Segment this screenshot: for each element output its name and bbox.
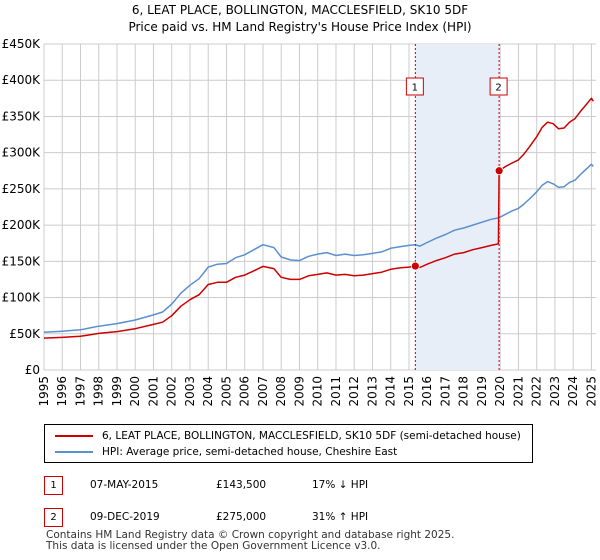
transaction-date: 07-MAY-2015	[90, 479, 159, 491]
x-tick-label: 2017	[438, 376, 452, 407]
x-tick-label: 2014	[384, 376, 398, 407]
x-tick-label: 2008	[274, 376, 288, 407]
x-tick-label: 2011	[329, 376, 343, 407]
chart-title: 6, LEAT PLACE, BOLLINGTON, MACCLESFIELD,…	[131, 3, 469, 17]
series-layer	[43, 97, 594, 339]
sale-period-shade	[415, 44, 500, 370]
x-tick-label: 2021	[511, 376, 525, 407]
y-tick-label: £450K	[2, 37, 42, 51]
x-tick-label: 2009	[292, 376, 306, 407]
legend-label-hpi: HPI: Average price, semi-detached house,…	[102, 446, 398, 458]
legend-label-property: 6, LEAT PLACE, BOLLINGTON, MACCLESFIELD,…	[102, 430, 521, 442]
transaction-number-badge: 2	[44, 508, 63, 527]
x-tick-label: 2018	[457, 376, 471, 407]
footer: Contains HM Land Registry data © Crown c…	[46, 530, 454, 552]
transaction-price: £275,000	[216, 511, 267, 523]
x-tick-label: 1996	[55, 376, 69, 407]
legend: 6, LEAT PLACE, BOLLINGTON, MACCLESFIELD,…	[44, 424, 533, 463]
x-tick-label: 2001	[146, 376, 160, 407]
transaction-hpi-diff: 31% ↑ HPI	[312, 511, 369, 523]
x-tick-label: 2005	[219, 376, 233, 407]
x-tick-label: 1997	[73, 376, 87, 407]
x-tick-label: 2010	[311, 376, 325, 407]
y-axis-labels: £0 £50K £100K £150K £200K £250K £300K £350K £400…	[2, 37, 42, 377]
x-tick-label: 2015	[402, 376, 416, 407]
x-tick-label: 2003	[183, 376, 197, 407]
sale-label-box	[405, 77, 424, 96]
y-tick-label: £0	[25, 363, 40, 377]
x-tick-label: 2006	[238, 376, 252, 407]
y-tick-label: £100K	[2, 291, 42, 305]
plot-area	[44, 44, 596, 370]
y-tick-label: £400K	[2, 73, 42, 87]
x-tick-label: 2000	[128, 376, 142, 407]
x-tick-label: 1998	[92, 376, 106, 407]
grid	[43, 43, 596, 371]
legend-item-property: 6, LEAT PLACE, BOLLINGTON, MACCLESFIELD,…	[55, 428, 521, 444]
x-tick-label: 2023	[548, 376, 562, 407]
y-tick-label: £350K	[2, 109, 42, 123]
y-tick-label: £250K	[2, 182, 42, 196]
y-tick-label: £50K	[9, 327, 41, 341]
x-tick-label: 2024	[566, 376, 580, 407]
legend-item-hpi: HPI: Average price, semi-detached house,…	[55, 444, 397, 460]
sale-label: 2	[495, 83, 501, 94]
y-tick-label: £300K	[2, 146, 42, 160]
x-tick-label: 1995	[37, 376, 51, 407]
footer-copyright: Contains HM Land Registry data © Crown c…	[46, 529, 455, 541]
property-price-line	[43, 97, 594, 339]
x-tick-label: 2016	[420, 376, 434, 407]
footer-license: This data is licensed under the Open Gov…	[46, 540, 381, 552]
chart-subtitle: Price paid vs. HM Land Registry's House …	[128, 20, 472, 34]
shade-layer	[415, 44, 500, 370]
sale-point	[494, 166, 504, 176]
transaction-price: £143,500	[216, 479, 267, 491]
x-tick-label: 2004	[201, 376, 215, 407]
x-tick-label: 2020	[493, 376, 507, 407]
legend-swatch-hpi	[55, 451, 93, 453]
legend-swatch-property	[55, 435, 93, 437]
x-tick-label: 2012	[347, 376, 361, 407]
transaction-hpi-diff: 17% ↓ HPI	[312, 479, 369, 491]
x-tick-label: 2025	[584, 376, 598, 407]
sale-point	[410, 261, 420, 271]
y-tick-label: £200K	[2, 218, 42, 232]
x-tick-label: 2022	[530, 376, 544, 407]
x-axis-labels: 1995 1996 1997 1998 1999 2000 2001 2002 2003 2004…	[37, 376, 598, 407]
transaction-number-badge: 1	[44, 476, 63, 495]
sale-label-box	[489, 77, 508, 96]
sale-label: 1	[412, 83, 418, 94]
hpi-line	[43, 163, 594, 334]
x-tick-label: 2002	[165, 376, 179, 407]
x-tick-label: 1999	[110, 376, 124, 407]
x-tick-label: 2013	[365, 376, 379, 407]
y-tick-label: £150K	[2, 254, 42, 268]
x-tick-label: 2019	[475, 376, 489, 407]
transaction-date: 09-DEC-2019	[90, 511, 160, 523]
x-tick-label: 2007	[256, 376, 270, 407]
